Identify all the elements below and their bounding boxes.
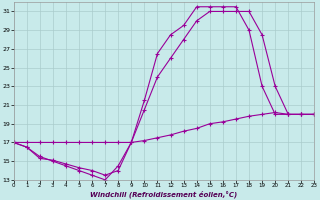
X-axis label: Windchill (Refroidissement éolien,°C): Windchill (Refroidissement éolien,°C) bbox=[90, 190, 238, 198]
